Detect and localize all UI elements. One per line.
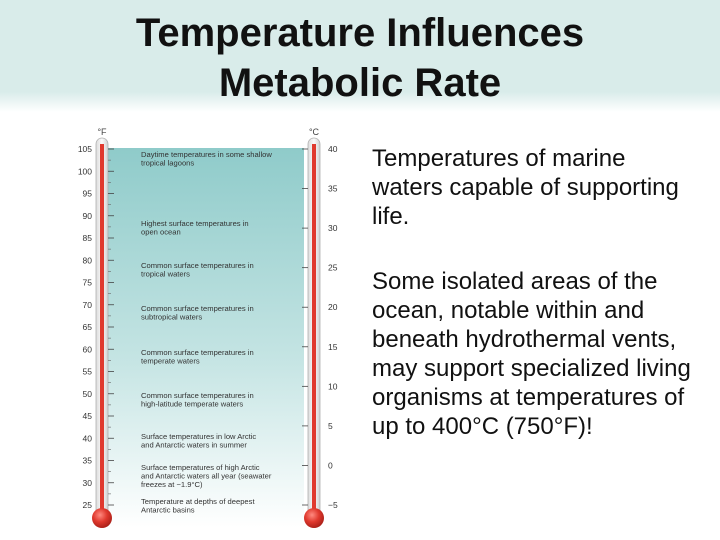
fahrenheit-tick-label: 70 [83,300,93,310]
annotation-line: high-latitude temperate waters [141,400,243,409]
annotation-line: subtropical waters [141,313,202,322]
fahrenheit-tick-label: 25 [83,500,93,510]
right-thermometer-mercury [312,144,316,518]
annotation-line: Common surface temperatures in [141,261,254,270]
annotation-line: Antarctic basins [141,506,195,515]
annotation-line: Common surface temperatures in [141,348,254,357]
annotation-line: temperate waters [141,357,200,366]
left-thermometer-bulb [92,508,112,528]
slide-title-line2: Metabolic Rate [218,61,502,105]
annotation-label: Common surface temperatures in high-latit… [141,391,254,409]
celsius-tick-label: 0 [328,460,333,470]
fahrenheit-tick-label: 65 [83,322,93,332]
fahrenheit-tick-label: 95 [83,189,93,199]
annotation-line: Highest surface temperatures in [141,219,249,228]
left-thermometer-mercury [100,144,104,518]
fahrenheit-tick-label: 55 [83,367,93,377]
title-banner [0,0,720,92]
annotation-line: Daytime temperatures in some shallow [141,150,272,159]
celsius-tick-label: 20 [328,302,338,312]
celsius-tick-label: 5 [328,421,333,431]
annotation-line: Temperature at depths of deepest [141,497,255,506]
annotation-line: freezes at −1.9°C) [141,480,203,489]
fahrenheit-tick-label: 105 [78,144,92,154]
celsius-tick-label: −5 [328,500,338,510]
left-thermometer [92,137,112,528]
slide-title-line1: Temperature Influences [135,11,585,55]
fahrenheit-scale: 105 100 95 90 85 80 75 70 65 60 55 50 45 40 35 30 25 [78,144,114,510]
fahrenheit-tick-label: 35 [83,456,93,466]
annotation-line: tropical waters [141,270,190,279]
title-banner-fade [0,92,720,112]
annotation-line: Surface temperatures of high Arctic [141,463,260,472]
annotation-line: and Antarctic waters in summer [141,441,247,450]
annotation-label: Common surface temperatures in temperate … [141,348,254,366]
annotation-label: Surface temperatures in low Arctic and An… [141,432,256,450]
annotation-line: tropical lagoons [141,159,194,168]
fahrenheit-tick-label: 75 [83,278,93,288]
annotation-label: Surface temperatures of high Arctic and A… [141,463,272,489]
annotation-line: Surface temperatures in low Arctic [141,432,256,441]
celsius-tick-label: 10 [328,381,338,391]
celsius-tick-label: 30 [328,223,338,233]
bullet-item: Temperatures of marine waters capable of… [372,145,679,230]
celsius-tick-label: 35 [328,184,338,194]
annotation-label: Common surface temperatures in subtropica… [141,304,254,322]
fahrenheit-tick-label: 100 [78,166,92,176]
bullet-list: Temperatures of marine waters capable of… [372,144,702,477]
thermometer-figure: °F °C 1051009590858075706560555045403530… [78,127,338,528]
annotation-label: Highest surface temperatures in open ocea… [141,219,249,237]
annotation-line: Common surface temperatures in [141,391,254,400]
annotation-label: Common surface temperatures in tropical w… [141,261,254,279]
bullet-item: Some isolated areas of the ocean, notabl… [372,268,691,440]
fahrenheit-tick-label: 50 [83,389,93,399]
annotation-label: Daytime temperatures in some shallow trop… [141,150,272,168]
figure-background [108,148,304,528]
fahrenheit-tick-label: 60 [83,344,93,354]
fahrenheit-tick-label: 80 [83,255,93,265]
fahrenheit-tick-label: 40 [83,433,93,443]
slide-title: Temperature Influences Metabolic Rate [60,8,660,108]
celsius-tick-label: 15 [328,342,338,352]
fahrenheit-tick-label: 30 [83,478,93,488]
fahrenheit-unit-label: °F [97,127,107,137]
annotation-line: open ocean [141,228,181,237]
celsius-scale: 40 35 30 25 20 15 10 5 0 −5 [302,144,338,510]
annotation-labels: Daytime temperatures in some shallow trop… [141,150,272,515]
right-thermometer-bulb [304,508,324,528]
annotation-line: Common surface temperatures in [141,304,254,313]
annotation-label: Temperature at depths of deepest Antarcti… [141,497,255,515]
celsius-unit-label: °C [309,127,320,137]
fahrenheit-tick-label: 85 [83,233,93,243]
celsius-tick-label: 40 [328,144,338,154]
right-thermometer [304,137,324,528]
celsius-tick-label: 25 [328,263,338,273]
annotation-line: and Antarctic waters all year (seawater [141,472,272,481]
fahrenheit-tick-label: 90 [83,211,93,221]
fahrenheit-tick-label: 45 [83,411,93,421]
